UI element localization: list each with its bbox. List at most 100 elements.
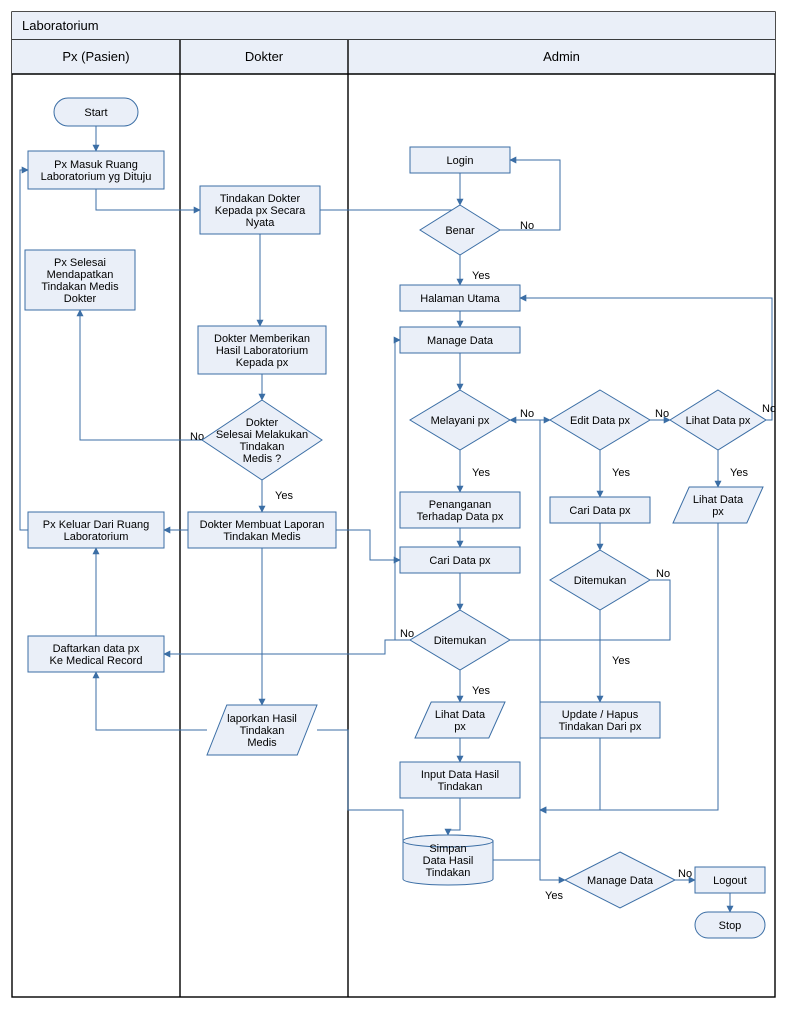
- node-dokterSelesai: DokterSelesai MelakukanTindakanMedis ?: [202, 400, 322, 480]
- diagram-root: LaboratoriumPx (Pasien)DokterAdminNoYesN…: [0, 0, 787, 1009]
- node-editData: Edit Data px: [550, 390, 650, 450]
- node-start: Start: [54, 98, 138, 126]
- node-cariData1: Cari Data px: [400, 547, 520, 573]
- svg-text:Px (Pasien): Px (Pasien): [62, 49, 129, 64]
- node-manageData: Manage Data: [400, 327, 520, 353]
- svg-text:Yes: Yes: [472, 467, 490, 479]
- node-dokterHasil: Dokter MemberikanHasil LaboratoriumKepad…: [198, 326, 326, 374]
- svg-text:Tindakan Dari px: Tindakan Dari px: [559, 721, 642, 733]
- svg-text:laporkan Hasil: laporkan Hasil: [227, 713, 297, 725]
- svg-text:Input Data Hasil: Input Data Hasil: [421, 769, 499, 781]
- node-pxMasuk: Px Masuk RuangLaboratorium yg Dituju: [28, 151, 164, 189]
- svg-text:Terhadap Data px: Terhadap Data px: [417, 511, 504, 523]
- svg-text:Tindakan: Tindakan: [240, 441, 285, 453]
- node-inputHasil: Input Data HasilTindakan: [400, 762, 520, 798]
- svg-text:No: No: [655, 408, 669, 420]
- svg-text:Tindakan Dokter: Tindakan Dokter: [220, 193, 301, 205]
- svg-text:Kepada px Secara: Kepada px Secara: [215, 205, 306, 217]
- svg-text:Selesai Melakukan: Selesai Melakukan: [216, 429, 308, 441]
- svg-text:Medis ?: Medis ?: [243, 453, 282, 465]
- svg-text:Update / Hapus: Update / Hapus: [562, 709, 639, 721]
- node-pxSelesai: Px SelesaiMendapatkanTindakan MedisDokte…: [25, 250, 135, 310]
- svg-text:Logout: Logout: [713, 875, 747, 887]
- svg-text:Tindakan: Tindakan: [240, 725, 285, 737]
- node-manageData2: Manage Data: [565, 852, 675, 908]
- svg-text:Yes: Yes: [545, 890, 563, 902]
- svg-text:Nyata: Nyata: [246, 217, 276, 229]
- svg-text:Tindakan: Tindakan: [438, 781, 483, 793]
- svg-text:Yes: Yes: [612, 655, 630, 667]
- svg-text:Dokter: Dokter: [245, 49, 284, 64]
- node-pxKeluar: Px Keluar Dari RuangLaboratorium: [28, 512, 164, 548]
- svg-text:Cari Data px: Cari Data px: [569, 505, 631, 517]
- svg-text:px: px: [712, 506, 724, 518]
- node-tindakanDokter: Tindakan DokterKepada px SecaraNyata: [200, 186, 320, 234]
- svg-text:No: No: [520, 408, 534, 420]
- svg-text:Yes: Yes: [275, 490, 293, 502]
- svg-text:Laboratorium yg Dituju: Laboratorium yg Dituju: [41, 171, 152, 183]
- node-penanganan: PenangananTerhadap Data px: [400, 492, 520, 528]
- svg-text:Manage Data: Manage Data: [427, 335, 494, 347]
- svg-text:Lihat Data: Lihat Data: [435, 709, 486, 721]
- node-cariData2: Cari Data px: [550, 497, 650, 523]
- node-laporHasil: laporkan HasilTindakanMedis: [207, 705, 317, 755]
- svg-text:Lihat Data: Lihat Data: [693, 494, 744, 506]
- svg-text:Laboratorium: Laboratorium: [22, 18, 99, 33]
- svg-text:Login: Login: [447, 155, 474, 167]
- node-ditemukan1: Ditemukan: [410, 610, 510, 670]
- svg-text:Hasil Laboratorium: Hasil Laboratorium: [216, 345, 308, 357]
- svg-text:No: No: [762, 403, 776, 415]
- svg-text:Kepada px: Kepada px: [236, 357, 289, 369]
- node-melayani: Melayani px: [410, 390, 510, 450]
- svg-text:Mendapatkan: Mendapatkan: [47, 269, 114, 281]
- svg-text:Halaman Utama: Halaman Utama: [420, 293, 500, 305]
- node-updateHapus: Update / HapusTindakan Dari px: [540, 702, 660, 738]
- svg-text:No: No: [520, 220, 534, 232]
- svg-text:No: No: [190, 431, 204, 443]
- svg-text:Tindakan Medis: Tindakan Medis: [41, 281, 119, 293]
- flowchart-canvas: LaboratoriumPx (Pasien)DokterAdminNoYesN…: [0, 0, 787, 1009]
- svg-text:Cari Data px: Cari Data px: [429, 555, 491, 567]
- svg-text:Melayani px: Melayani px: [431, 415, 490, 427]
- svg-text:Yes: Yes: [472, 270, 490, 282]
- svg-text:No: No: [678, 868, 692, 880]
- svg-text:Yes: Yes: [730, 467, 748, 479]
- svg-text:Px Keluar Dari Ruang: Px Keluar Dari Ruang: [43, 519, 149, 531]
- node-benar: Benar: [420, 205, 500, 255]
- node-dokterLaporan: Dokter Membuat LaporanTindakan Medis: [188, 512, 336, 548]
- node-ditemukan2: Ditemukan: [550, 550, 650, 610]
- svg-text:Laboratorium: Laboratorium: [64, 531, 129, 543]
- svg-text:Start: Start: [84, 107, 107, 119]
- svg-text:px: px: [454, 721, 466, 733]
- svg-text:Px Selesai: Px Selesai: [54, 257, 106, 269]
- svg-text:No: No: [400, 628, 414, 640]
- node-halUtama: Halaman Utama: [400, 285, 520, 311]
- svg-text:Penanganan: Penanganan: [429, 499, 491, 511]
- node-simpanData: SimpanData HasilTindakan: [403, 835, 493, 885]
- svg-text:Yes: Yes: [472, 685, 490, 697]
- svg-text:Stop: Stop: [719, 920, 742, 932]
- svg-text:Tindakan Medis: Tindakan Medis: [223, 531, 301, 543]
- svg-text:Data Hasil: Data Hasil: [423, 855, 474, 867]
- svg-text:Dokter: Dokter: [64, 293, 97, 305]
- node-stop: Stop: [695, 912, 765, 938]
- node-lihatDataP2: Lihat Datapx: [415, 702, 505, 738]
- node-lihatDataD: Lihat Data px: [670, 390, 766, 450]
- svg-text:Tindakan: Tindakan: [426, 867, 471, 879]
- node-login: Login: [410, 147, 510, 173]
- node-logout: Logout: [695, 867, 765, 893]
- svg-text:No: No: [656, 568, 670, 580]
- svg-text:Dokter: Dokter: [246, 417, 279, 429]
- svg-text:Medis: Medis: [247, 737, 277, 749]
- svg-text:Manage Data: Manage Data: [587, 875, 654, 887]
- svg-text:Benar: Benar: [445, 225, 475, 237]
- svg-text:Simpan: Simpan: [429, 843, 466, 855]
- svg-text:Ditemukan: Ditemukan: [574, 575, 627, 587]
- svg-text:Dokter Memberikan: Dokter Memberikan: [214, 333, 310, 345]
- svg-text:Px Masuk Ruang: Px Masuk Ruang: [54, 159, 138, 171]
- svg-text:Ditemukan: Ditemukan: [434, 635, 487, 647]
- svg-text:Ke Medical Record: Ke Medical Record: [50, 655, 143, 667]
- svg-text:Dokter Membuat Laporan: Dokter Membuat Laporan: [200, 519, 325, 531]
- node-lihatDataP1: Lihat Datapx: [673, 487, 763, 523]
- svg-text:Lihat Data px: Lihat Data px: [686, 415, 751, 427]
